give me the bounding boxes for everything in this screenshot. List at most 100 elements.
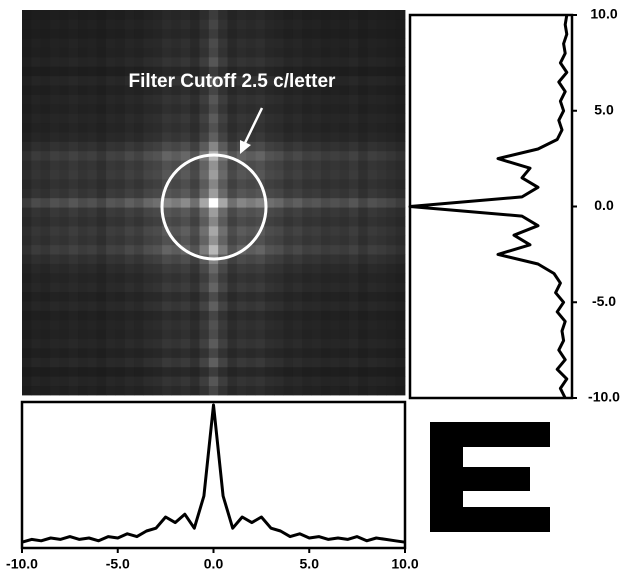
spectrum-cell — [236, 94, 247, 105]
spectrum-cell — [208, 103, 219, 114]
spectrum-cell — [199, 310, 210, 321]
spectrum-cell — [190, 301, 200, 311]
spectrum-cell — [96, 272, 107, 283]
spectrum-cell — [348, 254, 359, 264]
spectrum-cell — [171, 197, 182, 208]
spectrum-cell — [274, 254, 284, 264]
spectrum-cell — [339, 28, 350, 39]
spectrum-cell — [236, 66, 247, 77]
spectrum-cell — [171, 103, 182, 114]
spectrum-cell — [367, 169, 378, 180]
spectrum-cell — [50, 160, 60, 171]
spectrum-cell — [96, 254, 107, 264]
spectrum-cell — [152, 235, 163, 246]
spectrum-cell — [50, 338, 60, 349]
spectrum-cell — [339, 113, 350, 124]
spectrum-cell — [40, 169, 51, 180]
spectrum-cell — [348, 376, 359, 387]
spectrum-cell — [78, 301, 88, 311]
spectrum-cell — [367, 225, 378, 236]
spectrum-cell — [236, 188, 247, 199]
spectrum-cell — [68, 113, 79, 124]
spectrum-cell — [78, 56, 88, 67]
spectrum-cell — [208, 216, 219, 227]
spectrum-cell — [320, 47, 331, 58]
spectrum-cell — [50, 141, 60, 152]
spectrum-cell — [330, 132, 341, 142]
spectrum-cell — [292, 348, 303, 358]
spectrum-cell — [367, 385, 378, 396]
spectrum-cell — [292, 85, 303, 95]
spectrum-cell — [124, 282, 135, 293]
spectrum-cell — [59, 66, 70, 77]
spectrum-cell — [348, 28, 359, 39]
spectrum-cell — [134, 132, 144, 142]
spectrum-cell — [246, 282, 256, 293]
spectrum-cell — [59, 263, 70, 274]
spectrum-cell — [292, 301, 303, 311]
spectrum-cell — [106, 254, 116, 264]
spectrum-cell — [218, 216, 228, 227]
spectrum-cell — [376, 122, 387, 133]
spectrum-cell — [246, 160, 256, 171]
spectrum-cell — [227, 122, 238, 133]
spectrum-cell — [330, 291, 341, 302]
spectrum-cell — [143, 103, 154, 114]
spectrum-cell — [96, 291, 107, 302]
spectrum-cell — [171, 338, 182, 349]
spectrum-cell — [31, 197, 42, 208]
spectrum-cell — [152, 329, 163, 340]
spectrum-cell — [190, 263, 200, 274]
spectrum-cell — [367, 291, 378, 302]
spectrum-cell — [31, 254, 42, 264]
spectrum-cell — [339, 75, 350, 86]
spectrum-cell — [320, 225, 331, 236]
spectrum-cell — [124, 216, 135, 227]
spectrum-cell — [283, 207, 294, 217]
spectrum-cell — [274, 169, 284, 180]
spectrum-cell — [264, 254, 275, 264]
spectrum-cell — [31, 38, 42, 48]
spectrum-cell — [152, 113, 163, 124]
spectrum-cell — [190, 225, 200, 236]
spectrum-cell — [134, 160, 144, 171]
spectrum-cell — [96, 310, 107, 321]
spectrum-cell — [274, 376, 284, 387]
spectrum-cell — [330, 376, 341, 387]
spectrum-cell — [106, 169, 116, 180]
spectrum-cell — [162, 282, 172, 293]
spectrum-cell — [330, 169, 341, 180]
spectrum-cell — [152, 216, 163, 227]
spectrum-cell — [330, 254, 341, 264]
spectrum-cell — [255, 75, 266, 86]
bottom-panel — [20, 400, 407, 550]
spectrum-cell — [59, 254, 70, 264]
spectrum-cell — [134, 301, 144, 311]
spectrum-cell — [106, 272, 116, 283]
spectrum-cell — [68, 160, 79, 171]
spectrum-cell — [246, 207, 256, 217]
spectrum-cell — [115, 282, 126, 293]
spectrum-cell — [180, 132, 191, 142]
spectrum-cell — [190, 19, 200, 30]
spectrum-cell — [264, 319, 275, 330]
spectrum-cell — [40, 319, 51, 330]
spectrum-cell — [40, 141, 51, 152]
spectrum-cell — [320, 263, 331, 274]
spectrum-cell — [218, 66, 228, 77]
spectrum-cell — [40, 150, 51, 161]
spectrum-cell — [87, 113, 98, 124]
spectrum-cell — [227, 103, 238, 114]
spectrum-cell — [68, 207, 79, 217]
spectrum-cell — [143, 282, 154, 293]
spectrum-cell — [367, 132, 378, 142]
spectrum-cell — [246, 150, 256, 161]
spectrum-cell — [96, 66, 107, 77]
spectrum-cell — [106, 122, 116, 133]
spectrum-cell — [22, 47, 32, 58]
spectrum-cell — [358, 75, 369, 86]
spectrum-cell — [78, 254, 88, 264]
spectrum-cell — [320, 301, 331, 311]
spectrum-cell — [311, 282, 322, 293]
spectrum-cell — [264, 263, 275, 274]
